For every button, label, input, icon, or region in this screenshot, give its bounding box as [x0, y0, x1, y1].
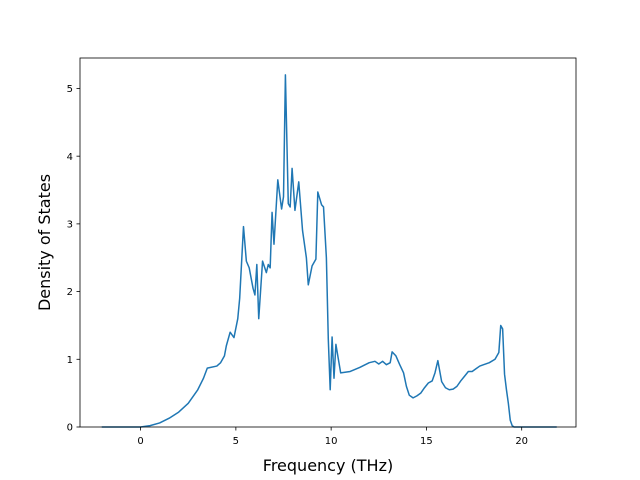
series-layer	[101, 74, 557, 428]
x-tick-label: 20	[515, 436, 528, 447]
y-tick-label: 4	[67, 152, 73, 163]
y-tick-label: 2	[67, 287, 73, 298]
y-tick-label: 1	[67, 355, 73, 366]
y-tick-label: 0	[67, 423, 73, 434]
y-axis-label: Density of States	[35, 174, 54, 311]
x-tick-label: 5	[233, 436, 239, 447]
x-tick-label: 10	[325, 436, 338, 447]
dos-series-line	[101, 74, 557, 428]
x-axis-label: Frequency (THz)	[263, 456, 393, 475]
y-ticks: 0 1 2 3 4 5	[67, 84, 80, 434]
axes-layer	[79, 57, 577, 428]
x-ticks: 0 5 10 15 20	[137, 427, 528, 447]
x-tick-label: 0	[137, 436, 143, 447]
plot-frame	[79, 57, 577, 428]
y-tick-label: 3	[67, 219, 73, 230]
y-tick-label: 5	[67, 84, 73, 95]
x-tick-label: 15	[420, 436, 433, 447]
